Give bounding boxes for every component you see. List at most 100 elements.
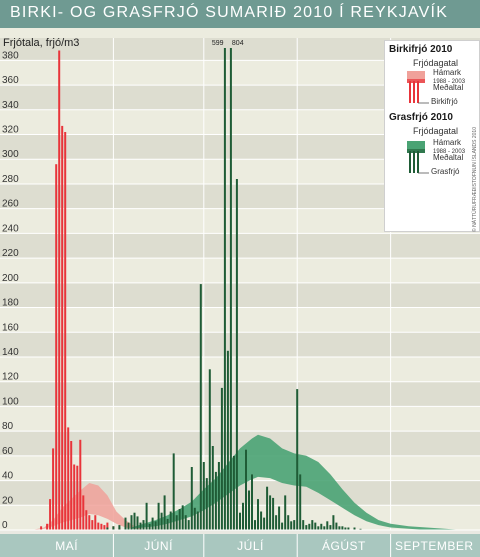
legend-birch-mean: Meðaltal — [433, 83, 464, 92]
grass-bar — [214, 471, 217, 530]
grass-bar — [187, 520, 190, 530]
grass-bar — [251, 474, 253, 530]
grass-bar — [347, 527, 350, 530]
birch-bar — [100, 523, 103, 530]
birch-bar — [61, 125, 64, 531]
band-stripe — [0, 282, 480, 308]
legend: Birkifrjó 2010 Frjódagatal Hámark 1988 -… — [384, 40, 480, 232]
grass-bar — [160, 512, 163, 530]
birch-bar — [82, 495, 85, 530]
y-axis-label: Frjótala, frjó/m3 — [3, 37, 79, 49]
grass-bar — [260, 511, 263, 530]
y-tick-label: 80 — [2, 421, 14, 432]
grass-bar — [124, 517, 127, 530]
y-tick-label: 360 — [2, 75, 19, 86]
grass-bar — [220, 387, 223, 530]
y-tick-label: 160 — [2, 322, 19, 333]
legend-birch-max: Hámark — [433, 68, 462, 77]
grass-bar — [139, 522, 142, 530]
grass-bar — [226, 350, 229, 530]
grass-bar — [199, 284, 202, 530]
y-tick-label: 260 — [2, 199, 19, 210]
chart-title: BIRKI- OG GRASFRJÓ SUMARIÐ 2010 Í REYKJA… — [10, 4, 449, 21]
x-axis-strip — [0, 534, 480, 557]
grass-bar — [248, 490, 250, 530]
birch-bar — [103, 525, 106, 530]
month-label: ÁGÚST — [322, 538, 366, 553]
grass-bar — [293, 520, 296, 530]
y-tick-label: 380 — [2, 50, 19, 61]
grass-bar — [305, 525, 308, 530]
grass-bar — [112, 526, 115, 530]
grass-bar — [130, 515, 133, 530]
grass-bar — [272, 497, 275, 530]
y-tick-label: 340 — [2, 100, 19, 111]
legend-birch-swatch — [407, 71, 429, 104]
grass-bar — [257, 499, 259, 530]
y-tick-label: 20 — [2, 495, 14, 506]
grass-bar — [329, 525, 332, 530]
grass-bar — [151, 517, 154, 530]
title-bar: BIRKI- OG GRASFRJÓ SUMARIÐ 2010 Í REYKJA… — [0, 0, 480, 28]
y-tick-label: 280 — [2, 174, 19, 185]
grass-bar — [338, 526, 341, 530]
month-label: JÚNÍ — [144, 538, 173, 553]
grass-bar — [136, 516, 139, 530]
legend-grass-calendar-label: Frjódagatal — [413, 126, 459, 136]
peak-annotation: 804 — [232, 40, 244, 47]
birch-bar — [76, 465, 79, 530]
birch-bar — [49, 499, 52, 530]
birch-bar — [94, 515, 97, 530]
birch-bar — [58, 50, 61, 530]
grass-bar — [166, 518, 169, 530]
y-tick-label: 320 — [2, 125, 19, 136]
birch-bar — [73, 464, 76, 530]
grass-bar — [157, 502, 160, 530]
y-tick-label: 0 — [2, 520, 8, 531]
birch-bar — [79, 439, 82, 530]
band-stripe — [0, 381, 480, 407]
birch-bar — [67, 427, 70, 530]
legend-grass-years: 1988 - 2003 — [433, 149, 466, 155]
grass-bar — [353, 527, 356, 530]
grass-bar — [314, 522, 317, 530]
band-stripe — [0, 233, 480, 259]
grass-bar — [332, 515, 335, 530]
grass-bar — [208, 369, 211, 530]
grass-bar — [278, 506, 281, 530]
legend-grass-max: Hámark — [433, 138, 462, 147]
month-label: MAÍ — [55, 538, 78, 553]
grass-bar — [308, 523, 311, 530]
legend-birch-years: 1988 - 2003 — [433, 79, 466, 85]
y-tick-label: 40 — [2, 471, 14, 482]
y-tick-label: 60 — [2, 446, 14, 457]
grass-bar — [290, 521, 293, 530]
month-label: SEPTEMBER — [395, 539, 474, 553]
grass-bar — [235, 179, 238, 530]
grass-bar — [118, 525, 121, 530]
grass-bar — [320, 523, 323, 530]
birch-bar — [70, 441, 73, 530]
y-tick-label: 220 — [2, 248, 19, 259]
grass-bar — [254, 520, 256, 530]
grass-bar — [275, 515, 278, 530]
legend-grass-series: Grasfrjó — [431, 167, 460, 176]
grass-bar — [154, 521, 157, 530]
axes: 599 804 MAÍ JÚNÍ JÚLÍ ÁGÚST SEPTEMBER — [0, 40, 480, 557]
grass-bar — [106, 527, 109, 530]
birch-bar — [85, 510, 88, 530]
legend-birch-series: Birkifrjó — [431, 97, 458, 106]
grass-bar — [172, 453, 175, 530]
grass-bar — [242, 502, 244, 530]
grass-bar — [281, 522, 284, 530]
grass-bar — [323, 526, 326, 530]
copyright-text: © NÁTTÚRUFRÆÐISTOFNUN ÍSLANDS 2010 — [471, 127, 478, 232]
grass-bar — [335, 522, 338, 530]
grass-bar — [359, 528, 362, 530]
grass-bar — [175, 515, 178, 530]
y-tick-label: 120 — [2, 372, 19, 383]
y-tick-label: 200 — [2, 273, 19, 284]
birch-bar — [97, 522, 100, 530]
birch-bar — [55, 164, 58, 530]
